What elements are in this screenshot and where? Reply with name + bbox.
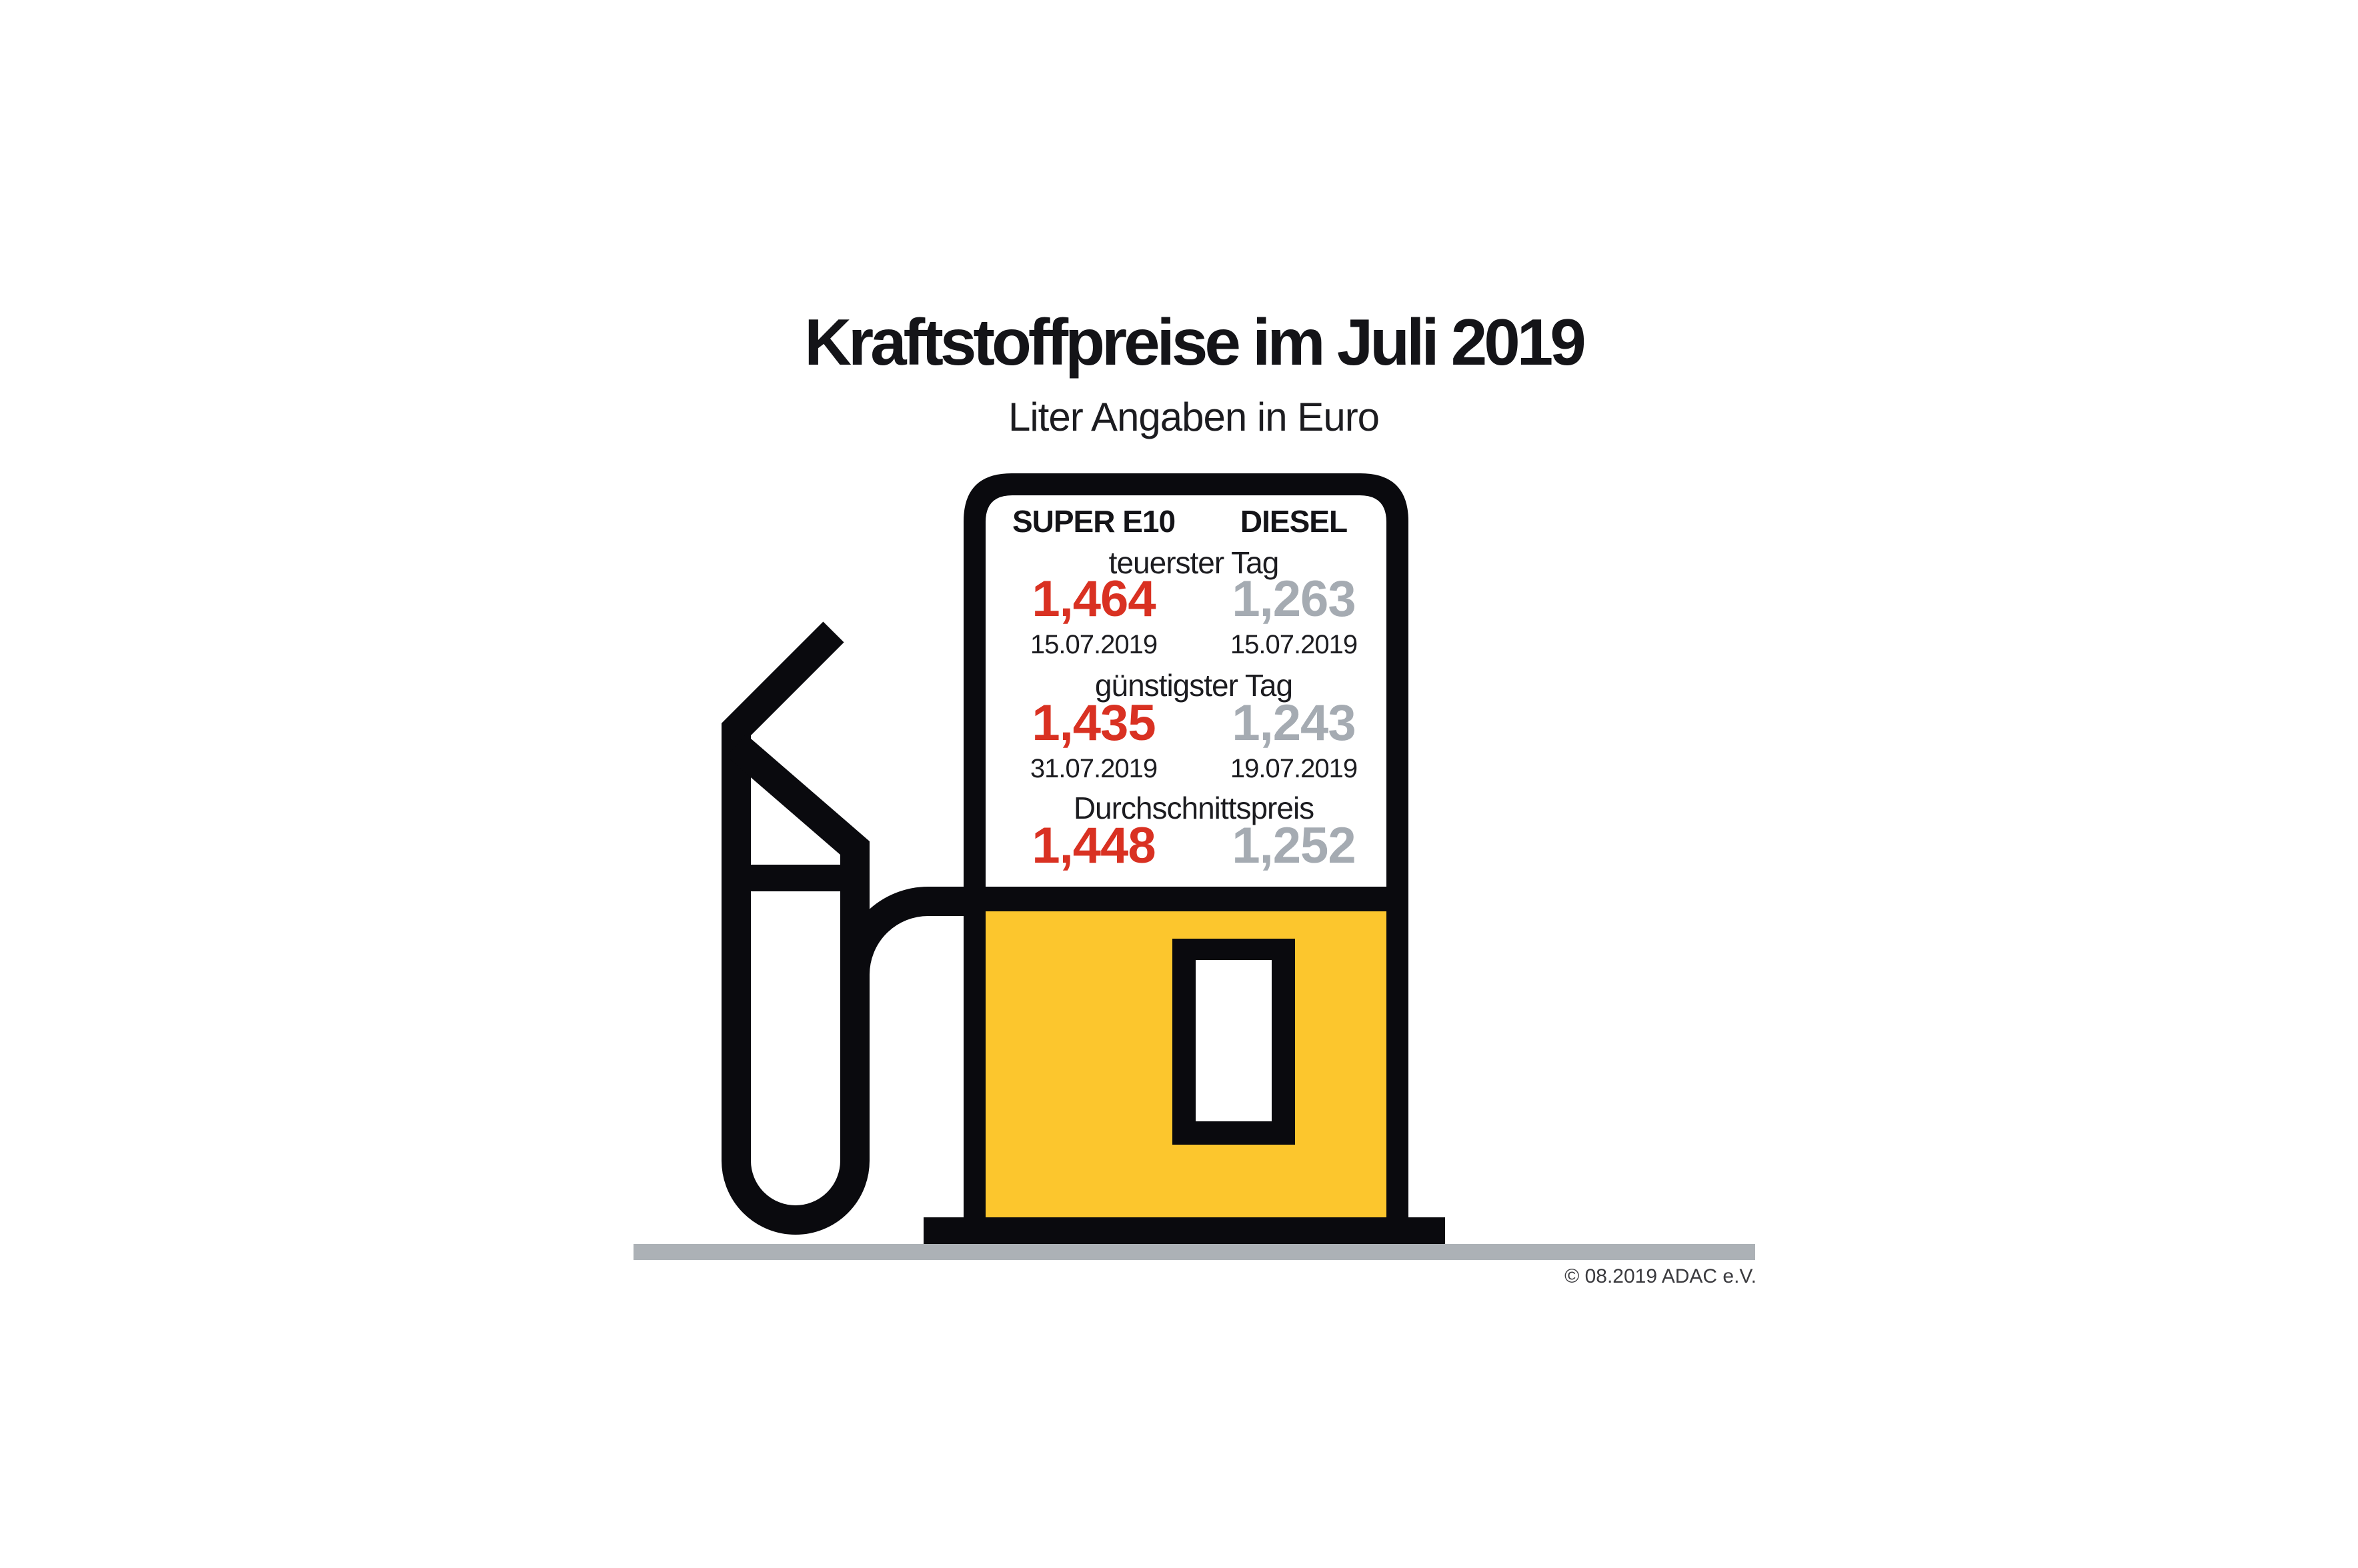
nozzle-handle-icon [726, 734, 870, 1161]
date-super-teuerster: 15.07.2019 [1030, 630, 1158, 659]
value-super-durchschnitt: 1,448 [1032, 817, 1156, 874]
date-super-guenstigster: 31.07.2019 [1030, 754, 1158, 783]
column-header-super-e10: SUPER E10 [1012, 504, 1176, 539]
date-diesel-guenstigster: 19.07.2019 [1230, 754, 1358, 783]
value-super-guenstigster: 1,435 [1032, 695, 1156, 751]
copyright-note: © 08.2019 ADAC e.V. [1564, 1265, 1756, 1287]
value-diesel-teuerster: 1,263 [1232, 571, 1356, 627]
pump-base [924, 1217, 1445, 1244]
page-title: Kraftstoffpreise im Juli 2019 [804, 305, 1586, 379]
pump-hose-icon [722, 621, 977, 1235]
value-diesel-guenstigster: 1,243 [1232, 695, 1356, 751]
value-super-teuerster: 1,464 [1032, 571, 1156, 627]
column-header-diesel: DIESEL [1240, 504, 1348, 539]
value-diesel-durchschnitt: 1,252 [1232, 817, 1356, 874]
price-table: SUPER E10 DIESEL teuerster Tag 1,464 1,2… [986, 495, 1386, 887]
date-diesel-teuerster: 15.07.2019 [1230, 630, 1358, 659]
page-subtitle: Liter Angaben in Euro [1008, 395, 1380, 439]
pump-display-panel [986, 495, 1386, 887]
nozzle-slot-window [1196, 960, 1272, 1121]
ground-line [634, 1244, 1755, 1260]
